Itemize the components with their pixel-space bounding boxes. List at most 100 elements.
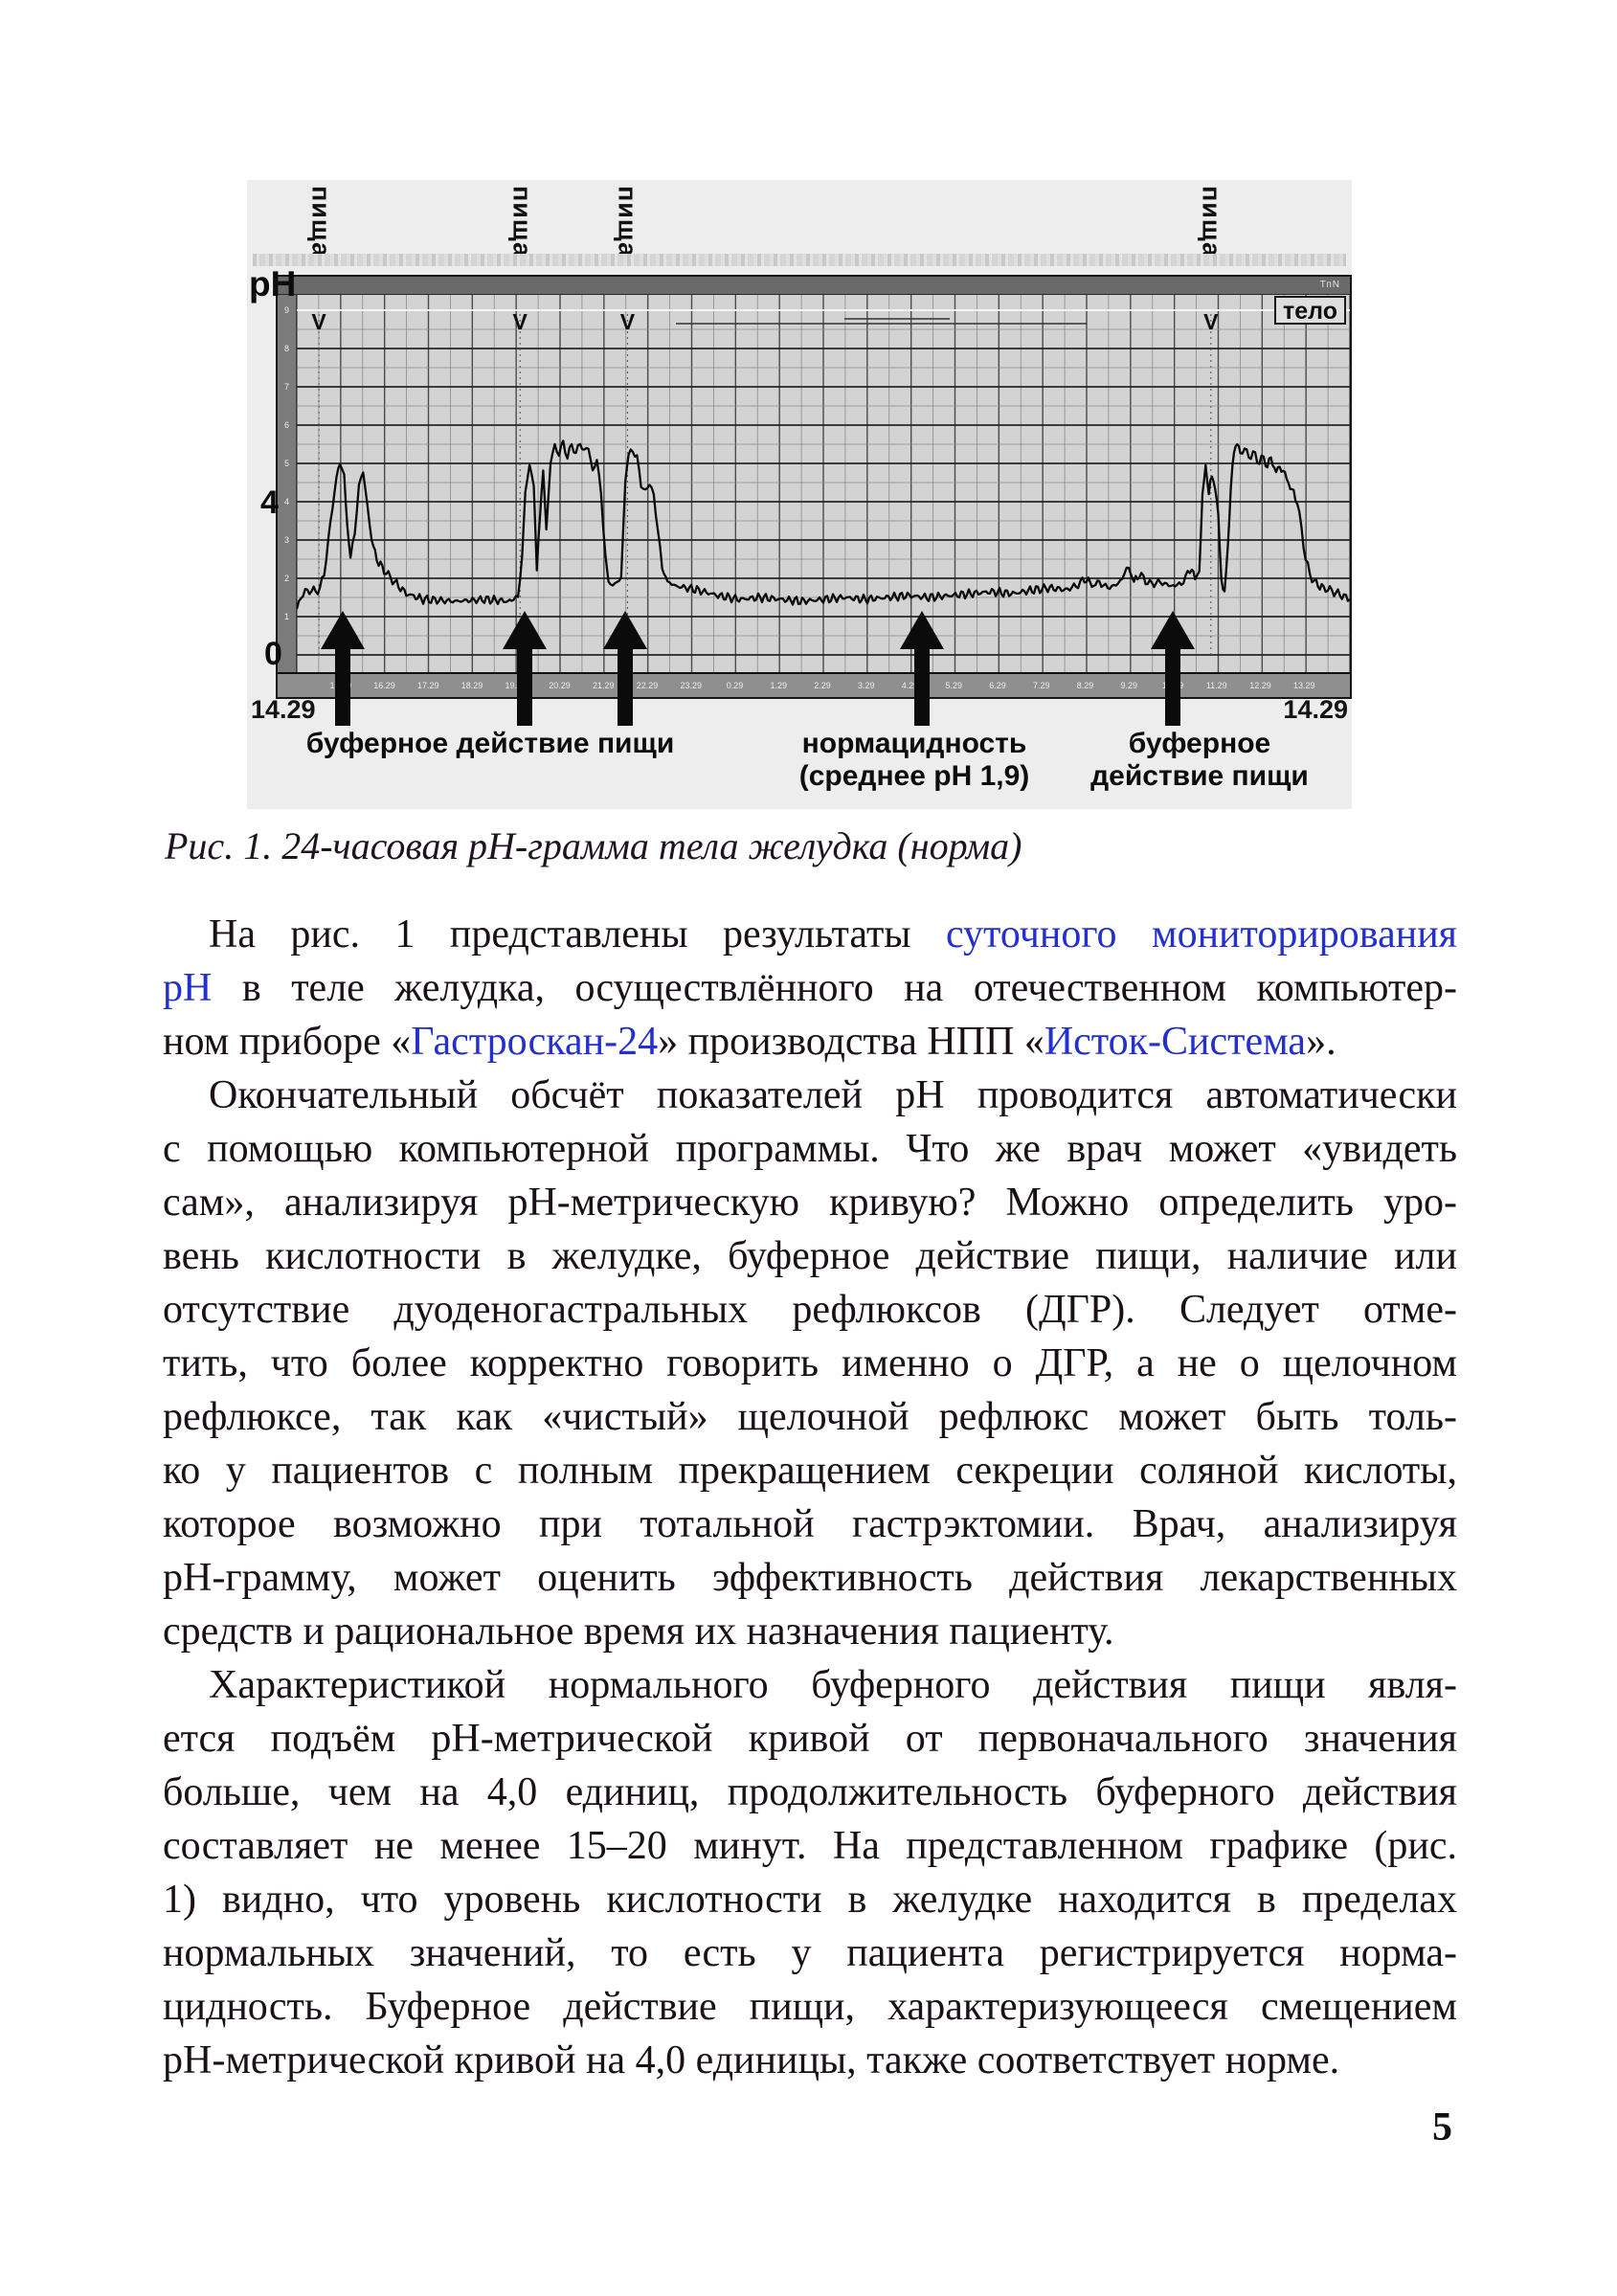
scale-digit: 5 (283, 459, 289, 468)
time-end-label: 14.29 (1283, 695, 1348, 724)
text-line: 1) видно, что уровень кислотности в желу… (163, 1873, 1457, 1926)
y-tick-4: 4 (260, 484, 279, 521)
text-line: нормальных значений, то есть у пациента … (163, 1926, 1457, 1980)
time-tick: 19.29 (505, 681, 528, 690)
chart-titlebar: ТпN (278, 277, 1350, 295)
text-segment: составляет не менее 15–20 минут. На пред… (163, 1824, 1457, 1868)
text-segment: На рис. 1 представлены результаты (209, 912, 946, 957)
link[interactable]: Гастроскан-24 (411, 1020, 659, 1064)
up-arrow-icon (321, 611, 365, 726)
text-line: цидность. Буферное действие пищи, характ… (163, 1980, 1457, 2034)
text-segment: отсутствие дуоденогастральных рефлюксов … (163, 1288, 1457, 1332)
text-segment: цидность. Буферное действие пищи, характ… (163, 1985, 1457, 2029)
text-line: тить, что более корректно говорить именн… (163, 1337, 1457, 1390)
y-tick-0: 0 (264, 636, 282, 672)
text-line: с помощью компьютерной программы. Что же… (163, 1122, 1457, 1176)
time-tick: 22.29 (636, 681, 659, 690)
time-tick: 23.29 (680, 681, 703, 690)
meal-marker: V (513, 309, 528, 334)
time-tick: 20.29 (549, 681, 571, 690)
text-segment: ». (1306, 1020, 1336, 1064)
up-arrow-icon (1151, 611, 1195, 726)
body-text: На рис. 1 представлены результаты суточн… (163, 908, 1457, 2087)
time-tick: 5.29 (945, 681, 963, 690)
page-number: 5 (1432, 2105, 1452, 2150)
timeline-texture (253, 254, 1346, 266)
figure-caption: Рис. 1. 24-часовая рН-грамма тела желудк… (165, 824, 1022, 867)
text-line: ко у пациентов с полным прекращением сек… (163, 1444, 1457, 1497)
time-tick: 8.29 (1076, 681, 1094, 690)
time-tick: 11.29 (1205, 681, 1227, 690)
chart-annotation: нормацидность (среднее рН 1,9) (799, 728, 1030, 793)
chart-annotation-line: буферное (1128, 728, 1271, 759)
meal-marker: V (1203, 309, 1219, 334)
time-tick: 13.29 (1292, 681, 1315, 690)
text-segment: средств и рациональное время их назначен… (163, 1609, 1114, 1654)
text-segment: 1) видно, что уровень кислотности в желу… (163, 1878, 1457, 1922)
link[interactable]: рН (163, 966, 213, 1010)
text-segment: Окончательный обсчёт показателей рН пров… (209, 1073, 1457, 1117)
text-line: рН в теле желудка, осуществлённого на от… (163, 961, 1457, 1015)
time-tick: 12.29 (1249, 681, 1271, 690)
chart-annotation-line: буферное действие пищи (305, 728, 675, 759)
up-arrow-icon (603, 611, 647, 726)
text-line: отсутствие дуоденогастральных рефлюксов … (163, 1283, 1457, 1337)
time-tick: 9.29 (1120, 681, 1138, 690)
text-line: Характеристикой нормального буферного де… (163, 1658, 1457, 1712)
time-tick: 16.29 (373, 681, 395, 690)
text-line: вень кислотности в желудке, буферное дей… (163, 1229, 1457, 1283)
text-segment: Характеристикой нормального буферного де… (209, 1663, 1457, 1707)
scale-digit: 7 (283, 382, 289, 392)
time-tick: 6.29 (989, 681, 1006, 690)
time-tick: 18.29 (460, 681, 483, 690)
chart-annotation: буферное действие пищи (1090, 728, 1309, 793)
text-segment: ко у пациентов с полным прекращением сек… (163, 1449, 1457, 1493)
text-line: сам», анализируя рН-метрическую кривую? … (163, 1176, 1457, 1229)
y-axis-label: pH (249, 264, 297, 304)
time-tick: 1.29 (770, 681, 788, 690)
link[interactable]: суточного мониторирования (945, 912, 1457, 957)
time-tick: 17.29 (416, 681, 439, 690)
text-line: ется подъём рН-метрической кривой от пер… (163, 1712, 1457, 1766)
chart-left-scale: 9 8 7 6 5 4 3 2 1 (278, 295, 297, 672)
text-segment: ном приборе « (163, 1020, 412, 1064)
scale-digit: 1 (283, 612, 289, 621)
chart-annotation-line: нормацидность (801, 728, 1027, 759)
time-start-label: 14.29 (251, 695, 316, 724)
scale-digit: 3 (283, 535, 289, 545)
up-arrow-icon (503, 611, 547, 726)
text-segment: сам», анализируя рН-метрическую кривую? … (163, 1181, 1457, 1225)
text-line: которое возможно при тотальной гастрэкто… (163, 1497, 1457, 1551)
scale-digit: 2 (283, 574, 289, 583)
ph-curve (297, 439, 1350, 610)
chart-window: ТпN 9 8 7 6 5 4 3 2 1 V V V V 1 5.29 16.29 17.29 18.29 1… (276, 275, 1352, 699)
sensor-site-label: тело (1274, 296, 1346, 325)
text-segment: тить, что более корректно говорить именн… (163, 1341, 1457, 1385)
time-tick: 4.29 (901, 681, 919, 690)
meal-marker: V (311, 309, 326, 334)
chart-annotation: буферное действие пищи (306, 728, 675, 760)
time-tick: 0.29 (726, 681, 744, 690)
text-segment: ется подъём рН-метрической кривой от пер… (163, 1717, 1457, 1761)
time-tick: 3.29 (857, 681, 875, 690)
text-line: составляет не менее 15–20 минут. На пред… (163, 1819, 1457, 1873)
text-line: рН-грамму, может оценить эффективность д… (163, 1551, 1457, 1605)
link[interactable]: Исток-Система (1044, 1020, 1307, 1064)
chart-annotation-line: (среднее рН 1,9) (798, 760, 1030, 792)
up-arrow-icon (900, 611, 944, 726)
text-line: Окончательный обсчёт показателей рН пров… (163, 1069, 1457, 1122)
text-line: средств и рациональное время их назначен… (163, 1605, 1457, 1658)
text-segment: » производства НПП « (658, 1020, 1044, 1064)
time-tick: 7.29 (1032, 681, 1050, 690)
text-line: рН-метрической кривой на 4,0 единицы, та… (163, 2034, 1457, 2087)
text-line: рефлюксе, так как «чистый» щелочной рефл… (163, 1390, 1457, 1444)
chart-annotation-line: действие пищи (1090, 760, 1309, 792)
scale-digit: 9 (283, 305, 289, 315)
scale-digit: 8 (283, 344, 289, 353)
text-segment: нормальных значений, то есть у пациента … (163, 1931, 1457, 1975)
time-tick: 21.29 (592, 681, 615, 690)
text-segment: рефлюксе, так как «чистый» щелочной рефл… (163, 1395, 1457, 1439)
